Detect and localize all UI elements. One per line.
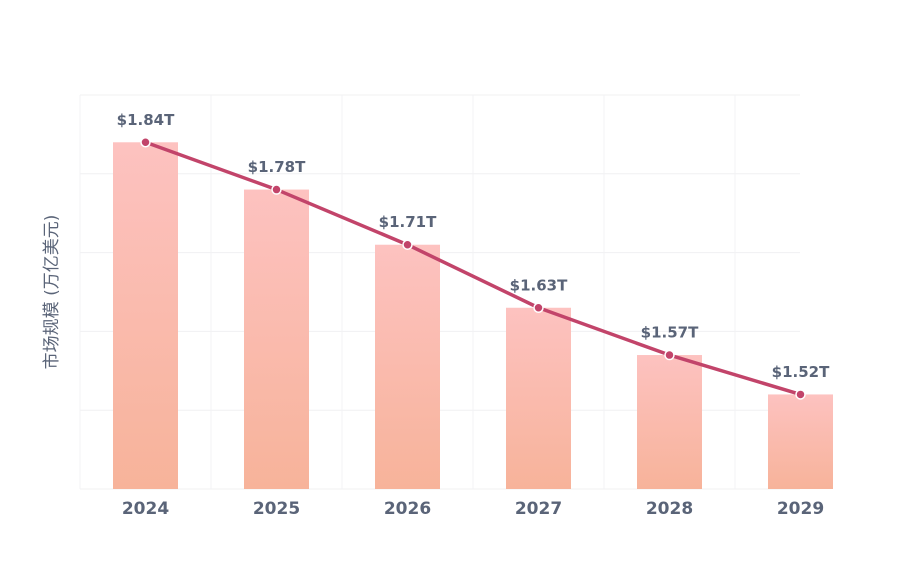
bar	[113, 142, 178, 489]
x-tick-label: 2025	[253, 499, 300, 519]
x-tick-label: 2027	[515, 499, 562, 519]
value-label: $1.63T	[510, 276, 568, 294]
point	[795, 389, 806, 400]
bar	[375, 244, 440, 489]
point	[271, 184, 282, 195]
y-axis-label: 市场规模 (万亿美元)	[42, 215, 62, 370]
x-tick-label: 2029	[777, 499, 824, 519]
point	[533, 302, 544, 314]
bar	[637, 355, 702, 489]
trend-line	[144, 140, 802, 397]
x-tick-label: 2028	[646, 499, 693, 519]
point	[664, 349, 675, 361]
x-tick-label: 2026	[384, 499, 431, 519]
bar	[244, 189, 309, 489]
value-label: $1.57T	[641, 324, 699, 342]
bar	[768, 394, 833, 489]
bar	[506, 307, 571, 489]
value-label: $1.52T	[772, 363, 830, 381]
value-label: $1.71T	[379, 213, 437, 231]
point	[140, 137, 151, 148]
value-label: $1.84T	[117, 111, 175, 129]
point	[402, 239, 413, 250]
x-tick-label: 2024	[122, 499, 169, 519]
value-label: $1.78T	[248, 158, 306, 176]
